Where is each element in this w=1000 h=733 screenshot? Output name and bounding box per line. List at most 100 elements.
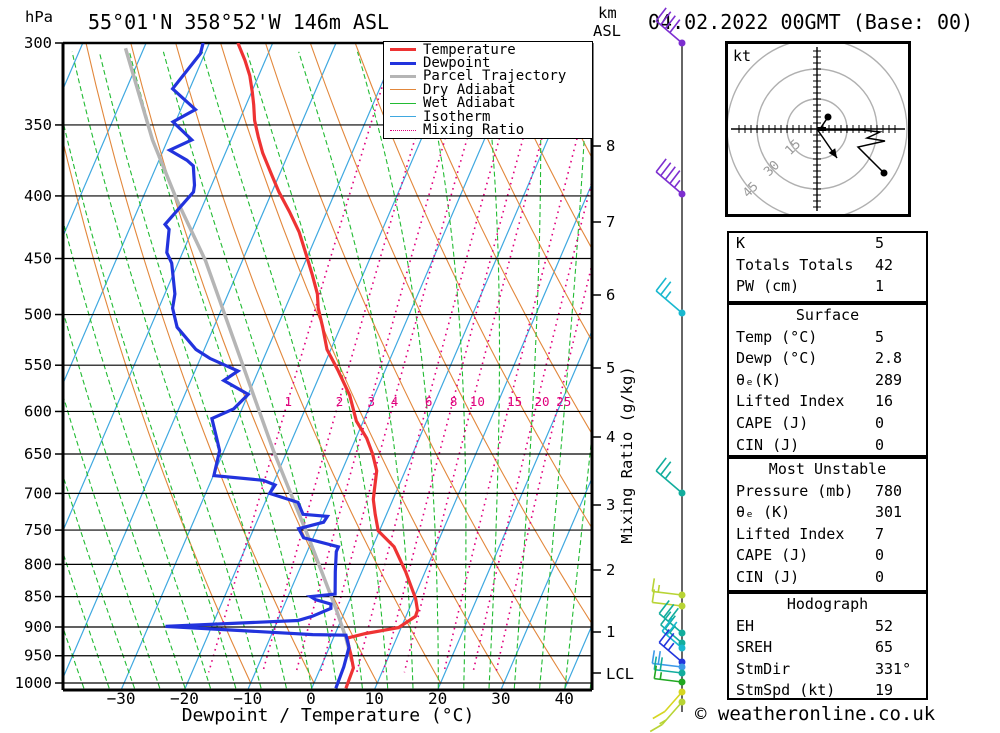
wind-level-dot	[678, 190, 686, 198]
wind-level-dot	[678, 688, 686, 696]
wind-level-dot	[678, 644, 686, 652]
table-row: CIN (J) 0	[729, 435, 926, 457]
wind-level-dot	[678, 489, 686, 497]
legend-swatch	[390, 61, 416, 65]
row-value: 7	[875, 524, 885, 543]
table-row: PW (cm) 1	[729, 276, 926, 298]
temperature-tick-label: 40	[555, 689, 574, 708]
wind-barb-feather	[664, 166, 676, 181]
mixing-ratio-label: 4	[391, 394, 399, 409]
table-row: SREH 65	[729, 637, 926, 659]
mixing-ratio-line	[472, 177, 592, 673]
wind-barb-feather	[649, 723, 663, 733]
hodograph-trace	[820, 129, 886, 174]
pressure-axis-unit: hPa	[25, 8, 53, 26]
right-rail: 8 7 6 5 4 3 2 1 LCL Mixing Ratio (g/kg)	[592, 43, 683, 712]
row-label: CIN (J)	[736, 567, 800, 586]
hodograph-border	[725, 41, 911, 217]
legend-swatch	[390, 74, 416, 78]
wet-adiabat	[482, 51, 501, 689]
wind-barb-half-feather	[657, 584, 661, 593]
wind-barb-feather	[660, 162, 672, 177]
isotherm	[310, 43, 590, 690]
table-most-unstable: Most Unstable Pressure (mb) 780 θₑ (K) 301 Li…	[727, 457, 928, 592]
altitude-axis-unit-km: km	[598, 4, 617, 22]
table-row: Lifted Index 7	[729, 524, 926, 546]
mixing-ratio-line	[495, 261, 592, 673]
wind-barb-feather	[658, 600, 670, 614]
dry-adiabat	[444, 43, 592, 342]
row-label: CAPE (J)	[736, 546, 809, 565]
row-label: SREH	[736, 638, 773, 657]
isotherm	[63, 43, 274, 533]
legend-label: Isotherm	[423, 108, 491, 125]
mixing-ratio-label: 1	[284, 394, 292, 409]
table-row: Dewp (°C) 2.8	[729, 348, 926, 370]
km-tick-label: 5	[606, 359, 615, 377]
wet-adiabat	[128, 51, 313, 689]
row-value: 331°	[875, 659, 912, 678]
wet-adiabat	[63, 309, 186, 689]
legend-swatch	[390, 129, 416, 131]
table-row: CIN (J) 0	[729, 567, 926, 589]
temperature-curve	[236, 43, 420, 689]
sounding-curves	[123, 43, 420, 689]
isotherm	[437, 329, 592, 690]
wind-barb-half-feather	[673, 179, 681, 188]
wind-barb-feather	[663, 603, 675, 618]
temperature-tick-labels: −30 −20 −10 0 10 20 30 40	[107, 689, 574, 708]
pressure-tick-label: 700	[24, 484, 52, 502]
table-header: Hodograph	[786, 595, 869, 613]
watermark: © weatheronline.co.uk	[695, 703, 936, 725]
legend-swatch	[390, 89, 416, 91]
row-value: 16	[875, 392, 894, 411]
table-row: CAPE (J) 0	[729, 545, 926, 567]
valid-time-label: 04.02.2022 00GMT (Base: 00)	[648, 10, 974, 34]
row-value: 780	[875, 481, 903, 500]
pressure-tick-label: 800	[24, 555, 52, 573]
wet-adiabat	[356, 51, 439, 689]
table-row: Totals Totals 42	[729, 255, 926, 277]
legend-item-dry-adiabat: Dry Adiabat	[390, 81, 592, 98]
wind-barb-feather	[655, 457, 667, 472]
wet-adiabat	[564, 430, 592, 689]
wind-barb-staff	[664, 691, 683, 713]
dewpoint-curve	[162, 43, 351, 689]
page-title: 55°01'N 358°52'W 146m ASL	[88, 10, 390, 34]
legend-label: Dry Adiabat	[423, 81, 516, 98]
temperature-tick-label: 30	[491, 689, 510, 708]
pressure-tick-label: 900	[24, 618, 52, 636]
km-tick-label: 8	[606, 137, 615, 155]
wet-adiabat	[63, 550, 110, 689]
row-label: Pressure (mb)	[736, 481, 854, 500]
legend-item-parcel-trajectory: Parcel Trajectory	[390, 68, 592, 84]
lcl-label: LCL	[606, 665, 634, 683]
table-indices: K 5 Totals Totals 42 PW (cm) 1	[727, 231, 928, 303]
wind-barb-feather	[659, 657, 664, 671]
wind-barb-feather	[669, 19, 681, 34]
altitude-axis-unit-asl: ASL	[593, 22, 621, 40]
wet-adiabat	[246, 51, 389, 689]
wind-level-dot	[678, 602, 686, 610]
temperature-tick-label: −30	[107, 689, 136, 708]
wet-adiabat	[162, 51, 338, 689]
legend-swatch	[390, 102, 416, 104]
parcel-trajectory-curve	[123, 47, 354, 662]
temperature-tick-label: 20	[428, 689, 447, 708]
legend-swatch	[390, 116, 416, 118]
dry-adiabat	[85, 43, 315, 684]
wind-level-dot	[678, 639, 686, 647]
isotherm	[63, 43, 210, 385]
table-row: Pressure (mb) 780	[729, 481, 926, 503]
wind-barb-staff	[658, 641, 683, 663]
wind-level-dot	[678, 669, 686, 677]
dry-adiabat	[175, 43, 442, 684]
wet-adiabat	[201, 51, 363, 689]
wet-adiabat	[63, 473, 136, 689]
pressure-tick-label: 950	[24, 647, 52, 665]
row-label: StmSpd (kt)	[736, 681, 836, 700]
wind-barb-feather	[660, 461, 672, 476]
mixing-ratio-label: 6	[425, 394, 433, 409]
temperature-tick-label: −10	[233, 689, 262, 708]
